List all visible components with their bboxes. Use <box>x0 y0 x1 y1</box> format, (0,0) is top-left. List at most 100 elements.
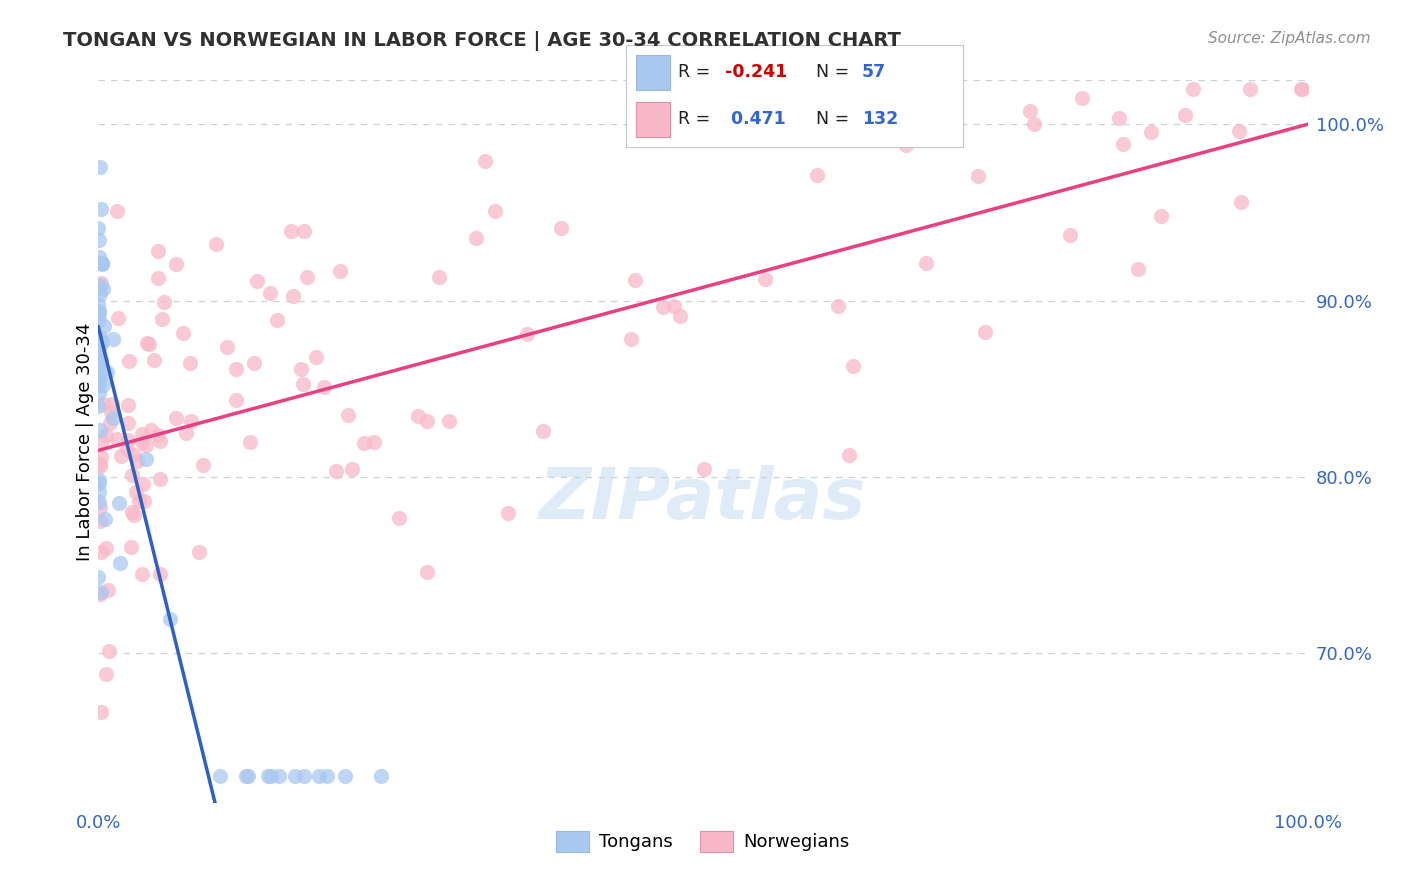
Point <box>225 393 247 408</box>
Point <box>115 442 138 457</box>
Point <box>118 354 141 368</box>
Point <box>243 356 266 370</box>
Point <box>295 270 318 285</box>
Text: 0.471: 0.471 <box>725 111 786 128</box>
Point <box>90 450 112 465</box>
Point <box>125 485 148 500</box>
Point <box>896 137 918 152</box>
Point <box>108 496 131 510</box>
Point <box>87 363 110 377</box>
Point <box>370 769 392 783</box>
Point <box>325 464 347 478</box>
Point <box>484 203 506 218</box>
Point <box>239 435 262 450</box>
Point <box>121 468 143 483</box>
Point <box>340 462 363 476</box>
Point <box>363 435 385 450</box>
Point <box>651 300 673 314</box>
Point <box>87 250 110 264</box>
FancyBboxPatch shape <box>636 55 669 90</box>
Point <box>149 472 172 486</box>
Point <box>89 350 111 364</box>
Point <box>914 256 936 270</box>
Point <box>225 361 247 376</box>
Point <box>101 410 124 425</box>
Point <box>117 416 139 430</box>
Text: Source: ZipAtlas.com: Source: ZipAtlas.com <box>1208 31 1371 46</box>
Point <box>89 353 111 368</box>
Point <box>464 230 486 244</box>
Point <box>89 457 111 471</box>
Point <box>1174 108 1197 122</box>
Text: ZIPatlas: ZIPatlas <box>540 465 866 533</box>
Point <box>1112 136 1135 151</box>
Text: R =: R = <box>678 111 716 128</box>
Point <box>290 362 312 376</box>
Point <box>91 377 114 392</box>
Point <box>474 153 496 168</box>
Point <box>87 386 110 401</box>
Point <box>1289 82 1312 96</box>
Point <box>125 454 148 468</box>
Point <box>131 426 153 441</box>
Point <box>1018 104 1040 119</box>
Point <box>90 705 112 719</box>
Point <box>142 353 165 368</box>
Point <box>90 334 112 349</box>
Point <box>87 400 110 414</box>
Point <box>283 288 305 302</box>
Point <box>1128 262 1150 277</box>
Point <box>191 458 214 473</box>
Point <box>172 326 194 340</box>
Point <box>292 377 315 392</box>
Point <box>1059 227 1081 242</box>
Point <box>269 769 291 783</box>
Point <box>121 540 143 554</box>
Point <box>93 319 115 334</box>
Point <box>416 565 439 579</box>
Point <box>108 556 131 570</box>
Point <box>122 448 145 462</box>
Point <box>89 368 111 382</box>
Point <box>96 667 118 681</box>
Point <box>131 566 153 581</box>
Point <box>1070 91 1092 105</box>
Point <box>131 434 153 449</box>
Point <box>121 505 143 519</box>
Point <box>87 474 110 488</box>
Point <box>98 644 121 658</box>
Point <box>138 336 160 351</box>
Point <box>89 160 111 174</box>
Point <box>205 237 228 252</box>
Point <box>209 769 232 783</box>
Point <box>87 233 110 247</box>
Point <box>1229 124 1251 138</box>
Point <box>669 310 692 324</box>
Point <box>292 224 315 238</box>
Point <box>87 330 110 344</box>
Point <box>333 769 356 783</box>
Point <box>1024 117 1046 131</box>
Point <box>1239 82 1261 96</box>
Point <box>91 281 114 295</box>
Point <box>132 476 155 491</box>
Text: R =: R = <box>678 63 716 81</box>
Point <box>94 541 117 555</box>
Point <box>353 435 375 450</box>
Point <box>308 769 330 783</box>
Point <box>135 451 157 466</box>
Point <box>110 449 132 463</box>
Point <box>806 168 828 182</box>
Point <box>91 434 114 449</box>
Point <box>89 514 111 528</box>
Point <box>128 493 150 508</box>
Point <box>89 330 111 344</box>
Point <box>90 256 112 270</box>
Point <box>89 337 111 351</box>
Point <box>87 341 110 355</box>
Point <box>312 379 335 393</box>
Point <box>136 335 159 350</box>
Point <box>620 332 643 346</box>
Point <box>117 398 139 412</box>
Point <box>87 306 110 320</box>
